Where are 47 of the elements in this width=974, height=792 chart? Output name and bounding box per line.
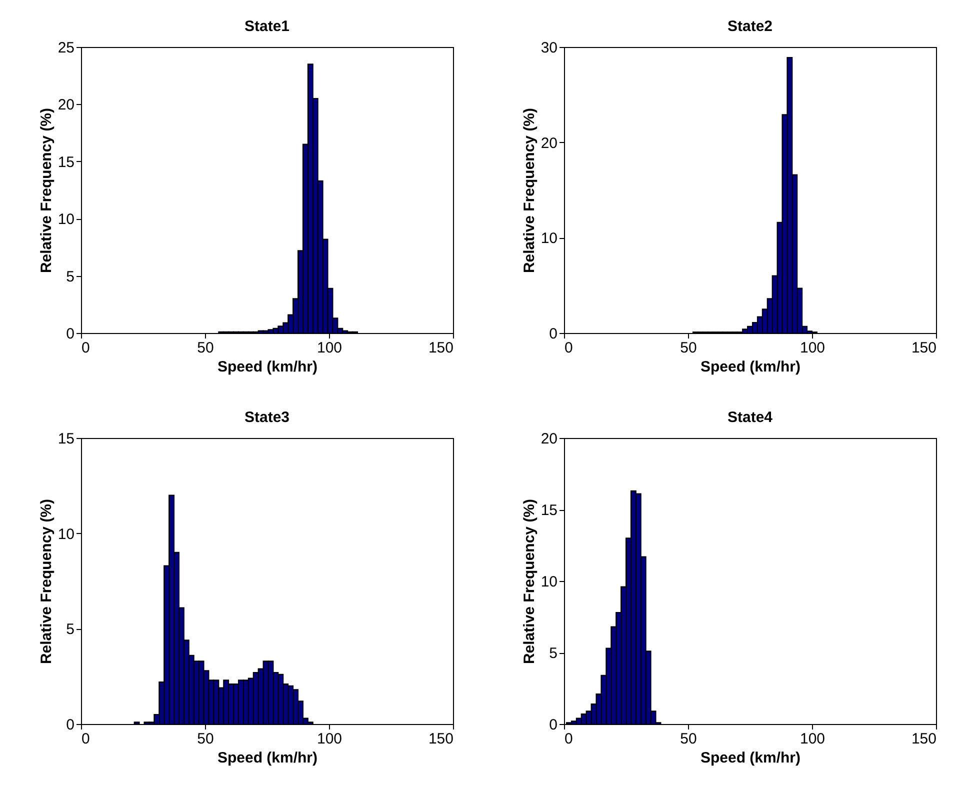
y-axis-title: Relative Frequency (%) bbox=[520, 108, 538, 274]
x-tick-label: 50 bbox=[197, 730, 214, 748]
x-tick-label: 50 bbox=[680, 730, 697, 748]
x-tick-label: 150 bbox=[911, 340, 936, 356]
chart-title: State2 bbox=[727, 18, 773, 35]
y-tick-label: 10 bbox=[540, 574, 558, 590]
y-axis-title: Relative Frequency (%) bbox=[38, 498, 55, 664]
y-tick-label: 20 bbox=[540, 430, 558, 448]
y-tick-label: 25 bbox=[58, 40, 74, 56]
y-tick-label: 5 bbox=[66, 621, 74, 638]
x-tick-label: 50 bbox=[197, 340, 214, 356]
x-tick-label: 0 bbox=[564, 340, 573, 356]
y-tick-label: 0 bbox=[549, 716, 558, 734]
y-tick-label: 15 bbox=[58, 430, 74, 448]
x-tick-label: 100 bbox=[316, 730, 342, 748]
y-axis-title: Relative Frequency (%) bbox=[520, 498, 538, 664]
x-tick-label: 150 bbox=[911, 730, 936, 748]
y-tick-label: 15 bbox=[58, 154, 74, 171]
y-tick-label: 30 bbox=[540, 40, 558, 56]
y-tick-label: 5 bbox=[549, 645, 558, 662]
x-axis-title: Speed (km/hr) bbox=[217, 358, 318, 376]
y-tick-label: 10 bbox=[540, 230, 558, 248]
y-tick-label: 0 bbox=[66, 326, 74, 342]
y-tick-label: 10 bbox=[58, 211, 74, 228]
chart-title: State1 bbox=[244, 18, 290, 35]
x-tick-label: 100 bbox=[800, 340, 826, 356]
x-axis-title: Speed (km/hr) bbox=[217, 750, 318, 766]
x-tick-label: 0 bbox=[82, 340, 90, 356]
x-tick-label: 100 bbox=[800, 730, 826, 748]
y-tick-label: 5 bbox=[66, 268, 74, 286]
x-tick-label: 0 bbox=[564, 730, 573, 748]
y-tick-label: 20 bbox=[58, 96, 74, 114]
chart-title: State4 bbox=[727, 409, 774, 426]
x-tick-label: 0 bbox=[82, 730, 90, 748]
y-tick-label: 15 bbox=[540, 502, 558, 519]
x-tick-label: 150 bbox=[428, 730, 454, 748]
x-tick-label: 150 bbox=[428, 340, 454, 356]
y-tick-label: 0 bbox=[66, 716, 74, 734]
x-tick-label: 50 bbox=[680, 340, 697, 356]
y-axis-title: Relative Frequency (%) bbox=[38, 108, 55, 274]
y-tick-label: 20 bbox=[540, 134, 558, 152]
x-axis-title: Speed (km/hr) bbox=[700, 358, 801, 376]
y-tick-label: 10 bbox=[58, 526, 74, 543]
x-tick-label: 100 bbox=[316, 340, 342, 356]
chart-title: State3 bbox=[244, 409, 290, 426]
x-axis-title: Speed (km/hr) bbox=[700, 750, 801, 766]
y-tick-label: 0 bbox=[549, 326, 558, 342]
